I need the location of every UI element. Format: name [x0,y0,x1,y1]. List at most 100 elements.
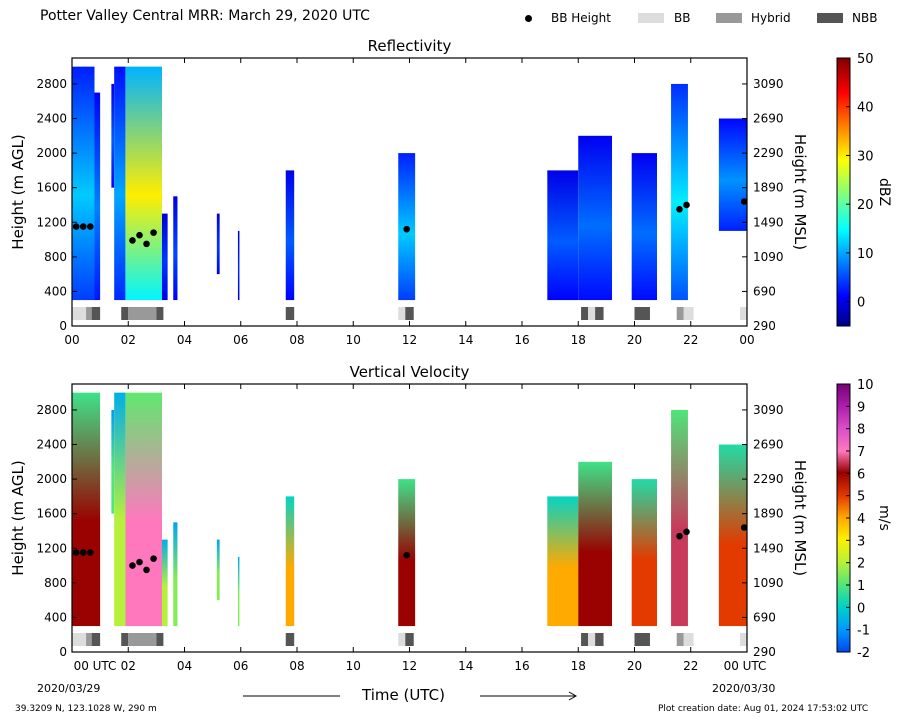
bb-height-point [683,201,690,209]
y2-tick-label: 1090 [753,576,784,590]
y-tick-label: 400 [44,610,67,624]
x-tick-label: 00 UTC [724,659,767,673]
panel-title: Reflectivity [368,37,452,55]
echo-region [547,496,579,627]
y2-tick-label: 290 [753,319,776,333]
y-tick-label: 2800 [36,403,67,417]
end-date-label: 2020/03/30 [712,682,776,695]
echo-region [162,539,168,627]
bb-height-point [403,551,410,559]
bb-type-segment [128,307,157,320]
bb-type-segment [595,307,604,320]
y-tick-label: 1600 [36,181,67,195]
x-tick-label: 00 [64,333,79,347]
y-tick-label: 2800 [36,77,67,91]
bb-type-segment [86,307,92,320]
colorbar-tick-label: 5 [857,490,865,505]
colorbar-label: dBZ [876,178,892,206]
echo-region [285,170,295,301]
bb-height-point [79,549,87,556]
echo-region [173,522,178,627]
colorbar [836,57,851,327]
x-tick-label: 18 [571,659,586,673]
y2-tick-label: 2290 [753,472,784,486]
y2-tick-label: 1490 [753,215,784,229]
bb-type-segment [91,307,101,320]
colorbar-label: m/s [876,505,892,531]
bb-height-point [143,240,150,248]
x-tick-label: 18 [571,333,586,347]
bb-height-point [136,231,143,239]
y2-tick-label: 2690 [753,112,784,126]
nbb-swatch-icon [817,13,843,23]
y2-tick-label: 1090 [753,250,784,264]
x-tick-label: 22 [683,333,698,347]
echo-region [237,556,240,627]
location-label: 39.3209 N, 123.1028 W, 290 m [15,704,157,714]
bb-type-segment [588,307,596,320]
start-date-label: 2020/03/29 [37,682,101,695]
colorbar-tick-label: 30 [857,149,874,164]
y2-tick-label: 290 [753,645,776,659]
bb-type-segment [128,633,157,646]
y2-tick-label: 2690 [753,438,784,452]
echo-region [718,118,747,231]
bb-height-point [72,549,80,556]
x-tick-label: 04 [177,659,192,673]
colorbar-tick-label: 4 [857,512,865,527]
y-tick-label: 2400 [36,438,67,452]
y2-tick-label: 1490 [753,541,784,555]
bb-type-segment [156,633,164,646]
x-tick-label: 16 [514,333,529,347]
bb-type-segment [121,633,129,646]
colorbar-tick-label: 3 [857,534,865,549]
bb-height-point [676,532,683,540]
colorbar-tick-label: -2 [857,646,870,661]
y2-tick-label: 3090 [753,77,784,91]
echo-region [114,392,126,627]
x-tick-label: 02 [121,333,136,347]
bb-height-point [740,524,748,531]
echo-region [671,83,688,301]
x-tick-label: 12 [402,659,417,673]
y2-tick-label: 3090 [753,403,784,417]
x-tick-label: 02 [121,659,136,673]
y2-tick-label: 1890 [753,507,784,521]
bb-height-point [150,229,157,236]
x-tick-label: 20 [627,333,642,347]
y-tick-label: 400 [44,284,67,298]
y-tick-label: 1200 [36,541,67,555]
echo-region [162,213,168,301]
echo-region [631,479,657,627]
bb-height-point [683,528,690,536]
bb-height-point [143,566,150,574]
bb-type-segment [285,633,295,646]
x-tick-label: 10 [346,333,361,347]
x-tick-label: 04 [177,333,192,347]
echo-region [94,92,101,301]
colorbar-tick-label: -1 [857,624,870,639]
colorbar-tick-label: 20 [857,198,874,213]
bb-type-segment [285,307,295,320]
colorbar-tick-label: 10 [857,378,874,393]
y2-tick-label: 690 [753,610,776,624]
bb-type-segment [86,633,92,646]
bb-type-segment [739,633,747,646]
bb-height-point [86,223,94,230]
y2-axis-label: Height (m MSL) [791,460,809,576]
y-tick-label: 1200 [36,215,67,229]
colorbar-tick-label: 8 [857,423,865,438]
x-tick-label: 16 [514,659,529,673]
creation-date-label: Plot creation date: Aug 01, 2024 17:53:0… [658,704,869,714]
echo-region [216,539,220,601]
bb-height-point [403,225,410,233]
bb-type-segment [72,307,87,320]
y2-tick-label: 2290 [753,146,784,160]
echo-region [111,83,115,188]
bb-swatch-icon [638,13,664,23]
bb-type-segment [739,307,747,320]
x-tick-label: 00 [739,333,754,347]
colorbar-tick-label: 0 [857,601,865,616]
